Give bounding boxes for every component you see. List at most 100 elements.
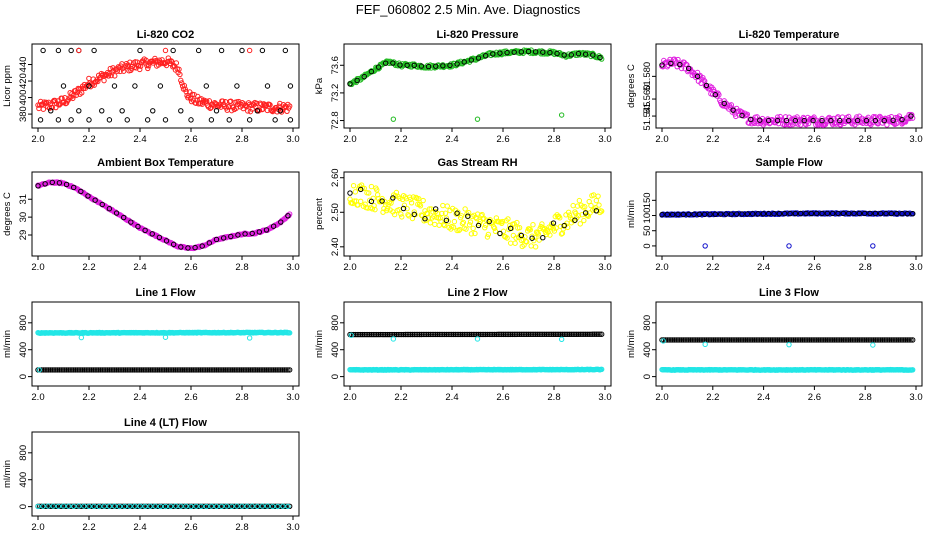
data-point xyxy=(208,367,214,373)
data-point xyxy=(228,367,234,373)
data-point xyxy=(441,222,448,229)
data-point xyxy=(219,367,225,373)
data-point xyxy=(282,47,289,54)
data-point xyxy=(851,337,857,343)
data-point xyxy=(76,503,82,509)
data-point xyxy=(454,331,460,338)
data-point xyxy=(909,112,915,118)
data-point xyxy=(575,212,582,219)
data-point xyxy=(744,111,751,118)
data-point xyxy=(240,367,246,373)
data-point xyxy=(246,335,253,341)
data-point xyxy=(870,342,876,348)
data-point xyxy=(659,62,665,68)
data-point xyxy=(108,72,114,79)
data-point xyxy=(557,215,563,221)
y-tick-label: 400 xyxy=(18,472,29,488)
data-point xyxy=(86,75,92,82)
data-point xyxy=(195,367,202,373)
data-point xyxy=(280,503,286,509)
data-point xyxy=(854,337,861,343)
x-tick-label: 3.0 xyxy=(909,392,922,403)
data-point xyxy=(198,503,204,510)
data-point xyxy=(790,337,797,343)
data-point xyxy=(500,331,507,338)
data-point xyxy=(150,108,156,114)
data-point xyxy=(582,210,589,216)
data-point xyxy=(254,367,261,373)
data-point xyxy=(224,367,230,373)
data-point xyxy=(454,227,460,234)
data-point xyxy=(543,331,550,338)
data-point xyxy=(112,73,118,79)
data-point xyxy=(696,211,703,218)
data-point xyxy=(78,334,85,341)
data-point xyxy=(447,331,453,338)
series-cyan xyxy=(78,334,253,341)
series-black xyxy=(347,48,603,87)
data-point xyxy=(516,331,523,338)
data-point xyxy=(909,210,916,217)
data-point xyxy=(249,230,255,237)
data-point xyxy=(764,337,770,343)
data-point xyxy=(54,367,61,373)
x-tick-label: 2.8 xyxy=(859,262,872,273)
y-axis-label: ml/min xyxy=(626,330,637,358)
data-point xyxy=(872,117,879,124)
data-point xyxy=(176,66,182,73)
data-point xyxy=(104,367,111,373)
data-point xyxy=(712,92,719,98)
panel-title: Sample Flow xyxy=(755,157,823,169)
data-point xyxy=(700,337,706,343)
data-point xyxy=(83,503,89,509)
data-point xyxy=(432,331,439,338)
data-point xyxy=(397,62,403,68)
data-point xyxy=(156,234,163,241)
panel-title: Line 4 (LT) Flow xyxy=(124,417,207,429)
data-point xyxy=(363,331,369,338)
data-point xyxy=(156,367,163,373)
data-point xyxy=(482,53,489,59)
data-point xyxy=(847,337,854,343)
data-point xyxy=(877,337,884,343)
data-point xyxy=(404,331,410,338)
data-point xyxy=(727,104,734,111)
series-black xyxy=(659,60,914,124)
data-point xyxy=(169,367,175,373)
data-point xyxy=(86,117,92,123)
data-point xyxy=(272,117,278,123)
data-point xyxy=(229,503,235,510)
data-point xyxy=(218,104,224,110)
data-point xyxy=(58,367,64,373)
data-point xyxy=(270,223,277,229)
data-point xyxy=(47,503,54,509)
data-point xyxy=(390,60,396,66)
data-point xyxy=(876,337,882,343)
x-tick-label: 2.4 xyxy=(133,522,146,533)
data-point xyxy=(549,331,555,338)
data-point xyxy=(246,47,253,54)
data-point xyxy=(429,331,435,338)
data-point xyxy=(71,503,77,509)
data-point xyxy=(545,331,551,338)
panel-line3: Line 3 Flow ml/min 2.0 2.2 2.4 2.6 2.8 3.0 0 400 8… xyxy=(626,287,923,403)
data-point xyxy=(135,223,141,230)
data-point xyxy=(129,503,136,509)
data-point xyxy=(434,331,441,338)
data-point xyxy=(361,185,367,192)
data-point xyxy=(218,47,225,54)
data-point xyxy=(598,208,605,214)
y-tick-label: 400 xyxy=(330,342,341,358)
data-point xyxy=(372,331,378,338)
data-point xyxy=(520,331,526,338)
data-point xyxy=(404,205,410,212)
data-point xyxy=(675,337,681,343)
y-tick-label: 400 xyxy=(642,342,653,358)
x-tick-label: 2.0 xyxy=(343,134,356,145)
data-point xyxy=(456,227,462,234)
data-point xyxy=(837,337,843,343)
series-black xyxy=(35,367,293,373)
data-point xyxy=(78,188,84,195)
data-point xyxy=(437,215,443,221)
data-point xyxy=(685,65,692,72)
